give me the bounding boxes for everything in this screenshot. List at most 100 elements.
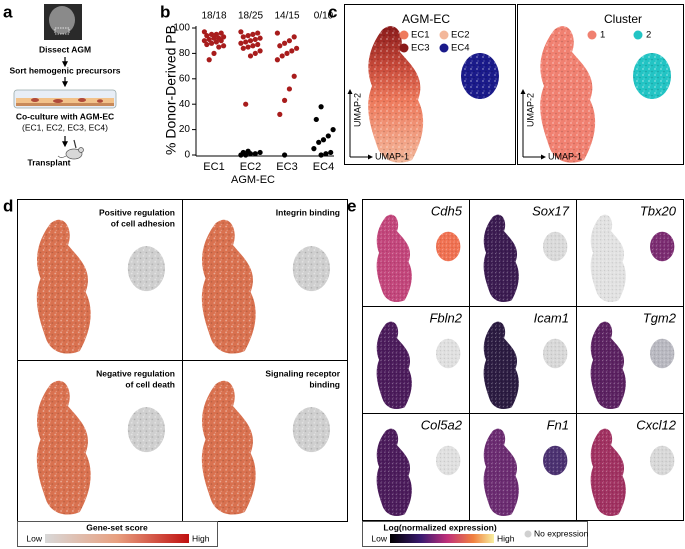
data-point	[211, 35, 217, 41]
data-point	[245, 44, 251, 50]
data-point	[252, 50, 258, 57]
umap	[376, 428, 461, 516]
data-point	[204, 33, 210, 39]
umap	[590, 428, 675, 516]
data-point	[282, 40, 288, 46]
data-point	[221, 34, 227, 40]
umap-texture	[201, 219, 256, 354]
umap-texture	[543, 338, 568, 369]
umap-texture	[201, 380, 256, 515]
umap-texture	[36, 380, 91, 515]
gene-name: Tgm2	[643, 310, 677, 325]
data-point	[286, 38, 292, 44]
umap-texture	[436, 338, 461, 369]
data-point	[204, 41, 210, 48]
data-point	[257, 149, 263, 156]
data-point	[274, 57, 280, 63]
y-tick-label: 0	[184, 150, 190, 161]
panel-frame	[182, 360, 348, 522]
umap-texture	[292, 246, 331, 292]
umap	[201, 219, 331, 354]
umap-texture	[292, 407, 331, 453]
data-point	[252, 151, 258, 157]
panel-frame	[576, 413, 684, 521]
legend-label: EC3	[411, 43, 429, 54]
y-axis-label: % Donor-Derived PB	[163, 25, 179, 155]
y-tick-label: 20	[179, 124, 191, 135]
legend-swatch	[524, 530, 532, 538]
step-text: Co-culture with AGM-EC	[16, 111, 114, 121]
strip-chart: 0 20 40 60 80 100% Donor-Derived PB AGM-EC EC1 1…	[163, 11, 336, 186]
umap-texture	[590, 428, 626, 516]
x-tick-label: EC2	[240, 161, 261, 173]
legend-swatch	[587, 30, 597, 40]
step-text: Sort hemogenic precursors	[9, 65, 120, 75]
syringe	[73, 139, 77, 149]
cell	[97, 99, 103, 103]
data-point	[311, 146, 317, 152]
data-point	[282, 152, 288, 158]
panel-frame	[344, 4, 516, 165]
data-point	[282, 97, 288, 103]
data-point	[328, 149, 334, 156]
gene-name: Fn1	[547, 417, 569, 432]
cell	[53, 99, 63, 103]
legend-label: EC4	[451, 43, 469, 54]
legend-title: AGM-EC	[402, 12, 450, 26]
panel-label: c	[328, 2, 337, 21]
legend-label: EC2	[451, 30, 469, 41]
mouse-icon	[57, 155, 67, 158]
y-tick-label: 100	[173, 23, 190, 34]
legend-high: High	[192, 533, 210, 543]
umap-texture	[650, 445, 675, 476]
legend-label: EC1	[411, 30, 429, 41]
gene-name: Fbln2	[429, 310, 462, 325]
data-point	[209, 31, 215, 37]
data-point	[250, 31, 256, 37]
color-bar	[45, 534, 189, 543]
legend-label: 2	[646, 30, 651, 41]
color-bar	[390, 534, 494, 543]
legend-swatch	[439, 43, 449, 53]
gene-set-term: binding	[309, 379, 340, 389]
data-point	[257, 35, 263, 41]
step-text: Dissect AGM	[39, 44, 91, 54]
legend-swatch	[399, 30, 409, 40]
umap	[590, 214, 675, 302]
data-point	[318, 104, 324, 110]
umap	[590, 321, 675, 409]
data-point	[313, 116, 319, 123]
umap-axis-label: UMAP-1	[375, 151, 409, 161]
umap	[540, 26, 671, 163]
umap-panels: AGM-EC EC1 EC2 EC3 EC4 Cluster 1 2 UMAP-2 UMAP-1 U…	[344, 4, 684, 165]
umap-texture	[540, 26, 596, 163]
umap-texture	[368, 26, 424, 163]
umap-texture	[127, 246, 166, 292]
gene-set-term: Negative regulation	[96, 368, 175, 378]
data-point	[216, 44, 222, 50]
data-point	[318, 152, 324, 158]
data-point	[274, 30, 280, 36]
panel-label: a	[3, 2, 13, 21]
data-point	[325, 133, 331, 139]
umap	[36, 219, 166, 354]
data-point	[238, 152, 244, 158]
group-label: 0/10	[314, 11, 334, 22]
data-point	[257, 48, 263, 54]
panel-label: b	[160, 2, 170, 21]
legend-title: Gene-set score	[86, 522, 148, 532]
umap	[368, 26, 499, 163]
umap-texture	[376, 321, 412, 409]
data-point	[238, 40, 244, 46]
umap-texture	[483, 321, 519, 409]
gene-name: Icam1	[534, 310, 569, 325]
umap-texture	[590, 321, 626, 409]
culture-medium	[16, 98, 114, 106]
cell	[78, 98, 86, 102]
data-point	[247, 151, 254, 157]
x-tick-label: EC1	[203, 161, 224, 173]
embryo-image	[49, 6, 75, 34]
gene-set-term: of cell death	[125, 379, 175, 389]
data-point	[211, 50, 217, 57]
